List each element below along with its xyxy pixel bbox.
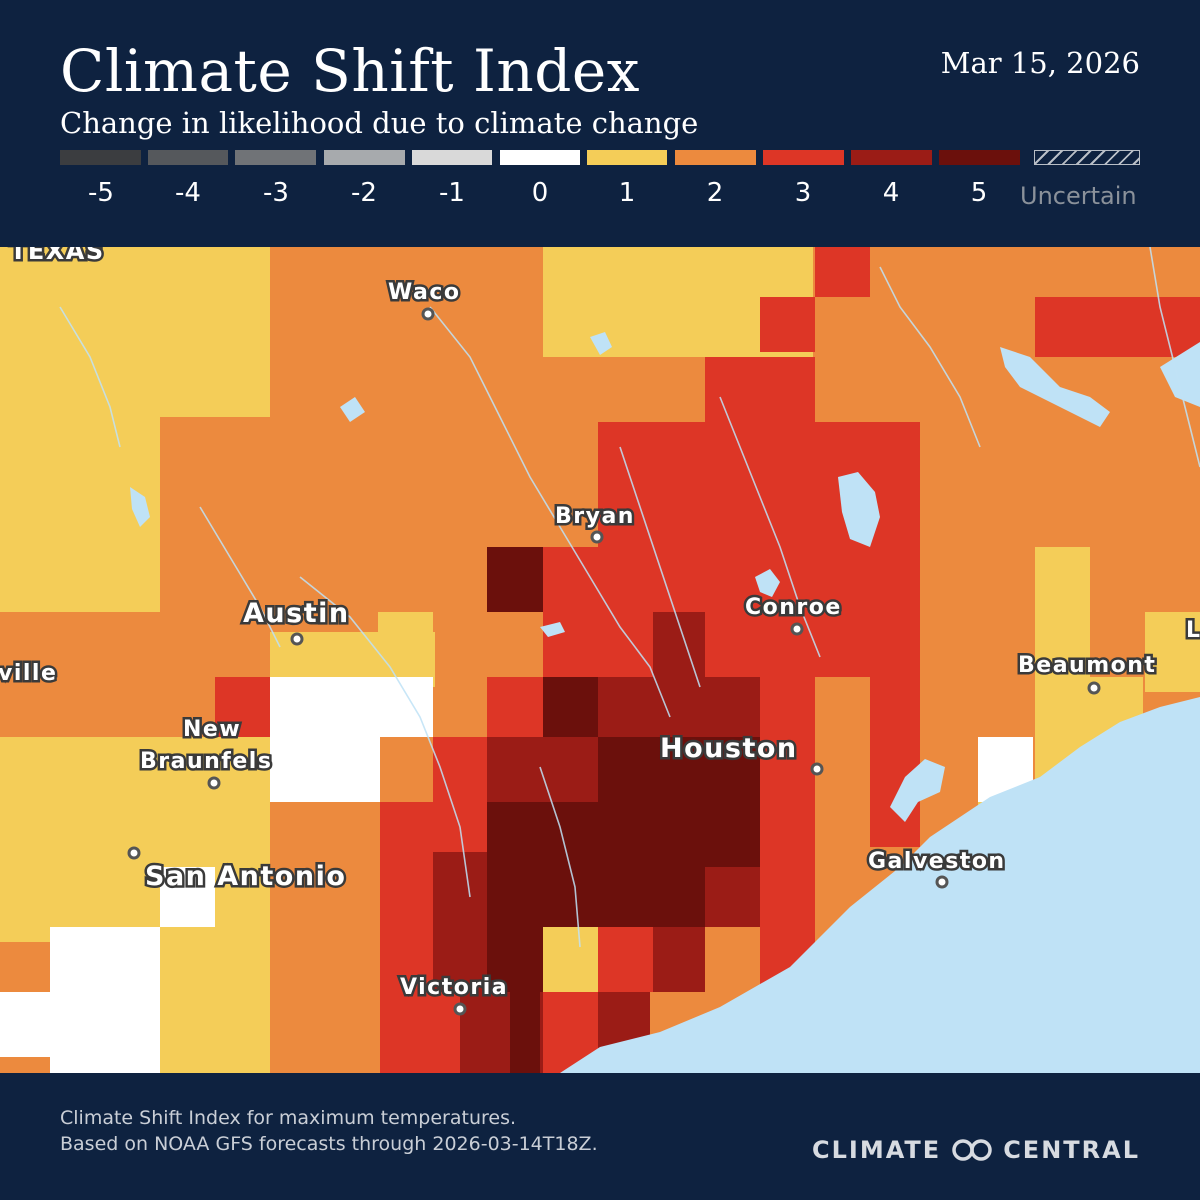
city-marker-waco[interactable] — [421, 307, 435, 321]
legend-label-3: 3 — [794, 178, 812, 208]
city-marker-new-braunfels[interactable] — [207, 776, 221, 790]
legend-swatch-neg2 — [324, 150, 405, 165]
city-label-new-braunfels-line2[interactable]: Braunfels — [138, 747, 274, 777]
header: Climate Shift Index Mar 15, 2026 Change … — [0, 0, 1200, 247]
city-marker-san-antonio[interactable] — [127, 846, 141, 860]
city-label-beaumont[interactable]: Beaumont — [1016, 651, 1158, 681]
city-label-ville[interactable]: ville — [0, 659, 58, 689]
legend-swatch-4 — [851, 150, 932, 165]
rivers — [59, 247, 1200, 948]
city-marker-houston[interactable] — [810, 762, 824, 776]
footer-note-line2: Based on NOAA GFS forecasts through 2026… — [60, 1133, 598, 1155]
legend-swatch-neg4 — [148, 150, 228, 165]
map-canvas: TEXAS Waco Bryan Austin Conroe ville New… — [0, 247, 1200, 1073]
city-label-san-antonio[interactable]: San Antonio — [143, 859, 348, 895]
legend-label-4: 4 — [882, 178, 900, 208]
legend-label-0: 0 — [531, 178, 549, 208]
city-label-conroe[interactable]: Conroe — [743, 593, 843, 623]
city-marker-beaumont[interactable] — [1087, 681, 1101, 695]
legend-swatch-2 — [675, 150, 756, 165]
legend-label-uncertain: Uncertain — [1020, 182, 1137, 210]
brand: CLIMATE CENTRAL — [812, 1136, 1140, 1164]
city-label-edge-l[interactable]: L — [1184, 616, 1200, 646]
footer-note-line1: Climate Shift Index for maximum temperat… — [60, 1107, 517, 1129]
legend-label-neg2: -2 — [351, 178, 377, 208]
legend-label-neg4: -4 — [175, 178, 201, 208]
city-label-waco[interactable]: Waco — [386, 278, 462, 308]
legend-swatch-1 — [587, 150, 667, 165]
map[interactable]: TEXAS Waco Bryan Austin Conroe ville New… — [0, 247, 1200, 1073]
water — [130, 332, 1200, 1073]
legend: -5 -4 -3 -2 -1 0 1 2 3 4 5 Uncertain — [0, 150, 1200, 210]
city-marker-conroe[interactable] — [790, 622, 804, 636]
cities: Waco Bryan Austin Conroe ville New Braun… — [0, 278, 1200, 1016]
csi-grid — [0, 247, 1200, 1073]
city-label-austin[interactable]: Austin — [241, 596, 351, 632]
legend-swatch-0 — [500, 150, 580, 165]
legend-label-5: 5 — [970, 178, 988, 208]
legend-label-neg5: -5 — [88, 178, 114, 208]
climate-central-logo-icon — [952, 1139, 992, 1161]
legend-swatch-neg1 — [412, 150, 492, 165]
legend-label-neg1: -1 — [439, 178, 465, 208]
city-marker-galveston[interactable] — [935, 875, 949, 889]
legend-swatch-3 — [763, 150, 844, 165]
page-title: Climate Shift Index — [60, 37, 640, 105]
region-label-texas: TEXAS — [10, 247, 105, 265]
city-marker-victoria[interactable] — [453, 1002, 467, 1016]
city-label-new-braunfels-line1[interactable]: New — [181, 715, 243, 745]
legend-swatch-uncertain — [1034, 150, 1140, 165]
legend-label-neg3: -3 — [263, 178, 289, 208]
legend-swatch-neg5 — [60, 150, 141, 165]
forecast-date: Mar 15, 2026 — [940, 46, 1140, 80]
legend-label-1: 1 — [618, 178, 636, 208]
page-subtitle: Change in likelihood due to climate chan… — [60, 106, 699, 140]
city-label-victoria[interactable]: Victoria — [398, 973, 510, 1003]
city-label-houston[interactable]: Houston — [658, 731, 799, 767]
brand-label-central: CENTRAL — [1003, 1136, 1140, 1164]
city-marker-austin[interactable] — [290, 632, 304, 646]
city-marker-bryan[interactable] — [590, 530, 604, 544]
legend-swatch-5 — [939, 150, 1020, 165]
brand-label-climate: CLIMATE — [811, 1136, 942, 1164]
footer: Climate Shift Index for maximum temperat… — [0, 1073, 1200, 1200]
legend-label-2: 2 — [706, 178, 724, 208]
legend-swatch-neg3 — [235, 150, 316, 165]
city-label-galveston[interactable]: Galveston — [866, 847, 1007, 877]
city-label-bryan[interactable]: Bryan — [553, 502, 636, 532]
